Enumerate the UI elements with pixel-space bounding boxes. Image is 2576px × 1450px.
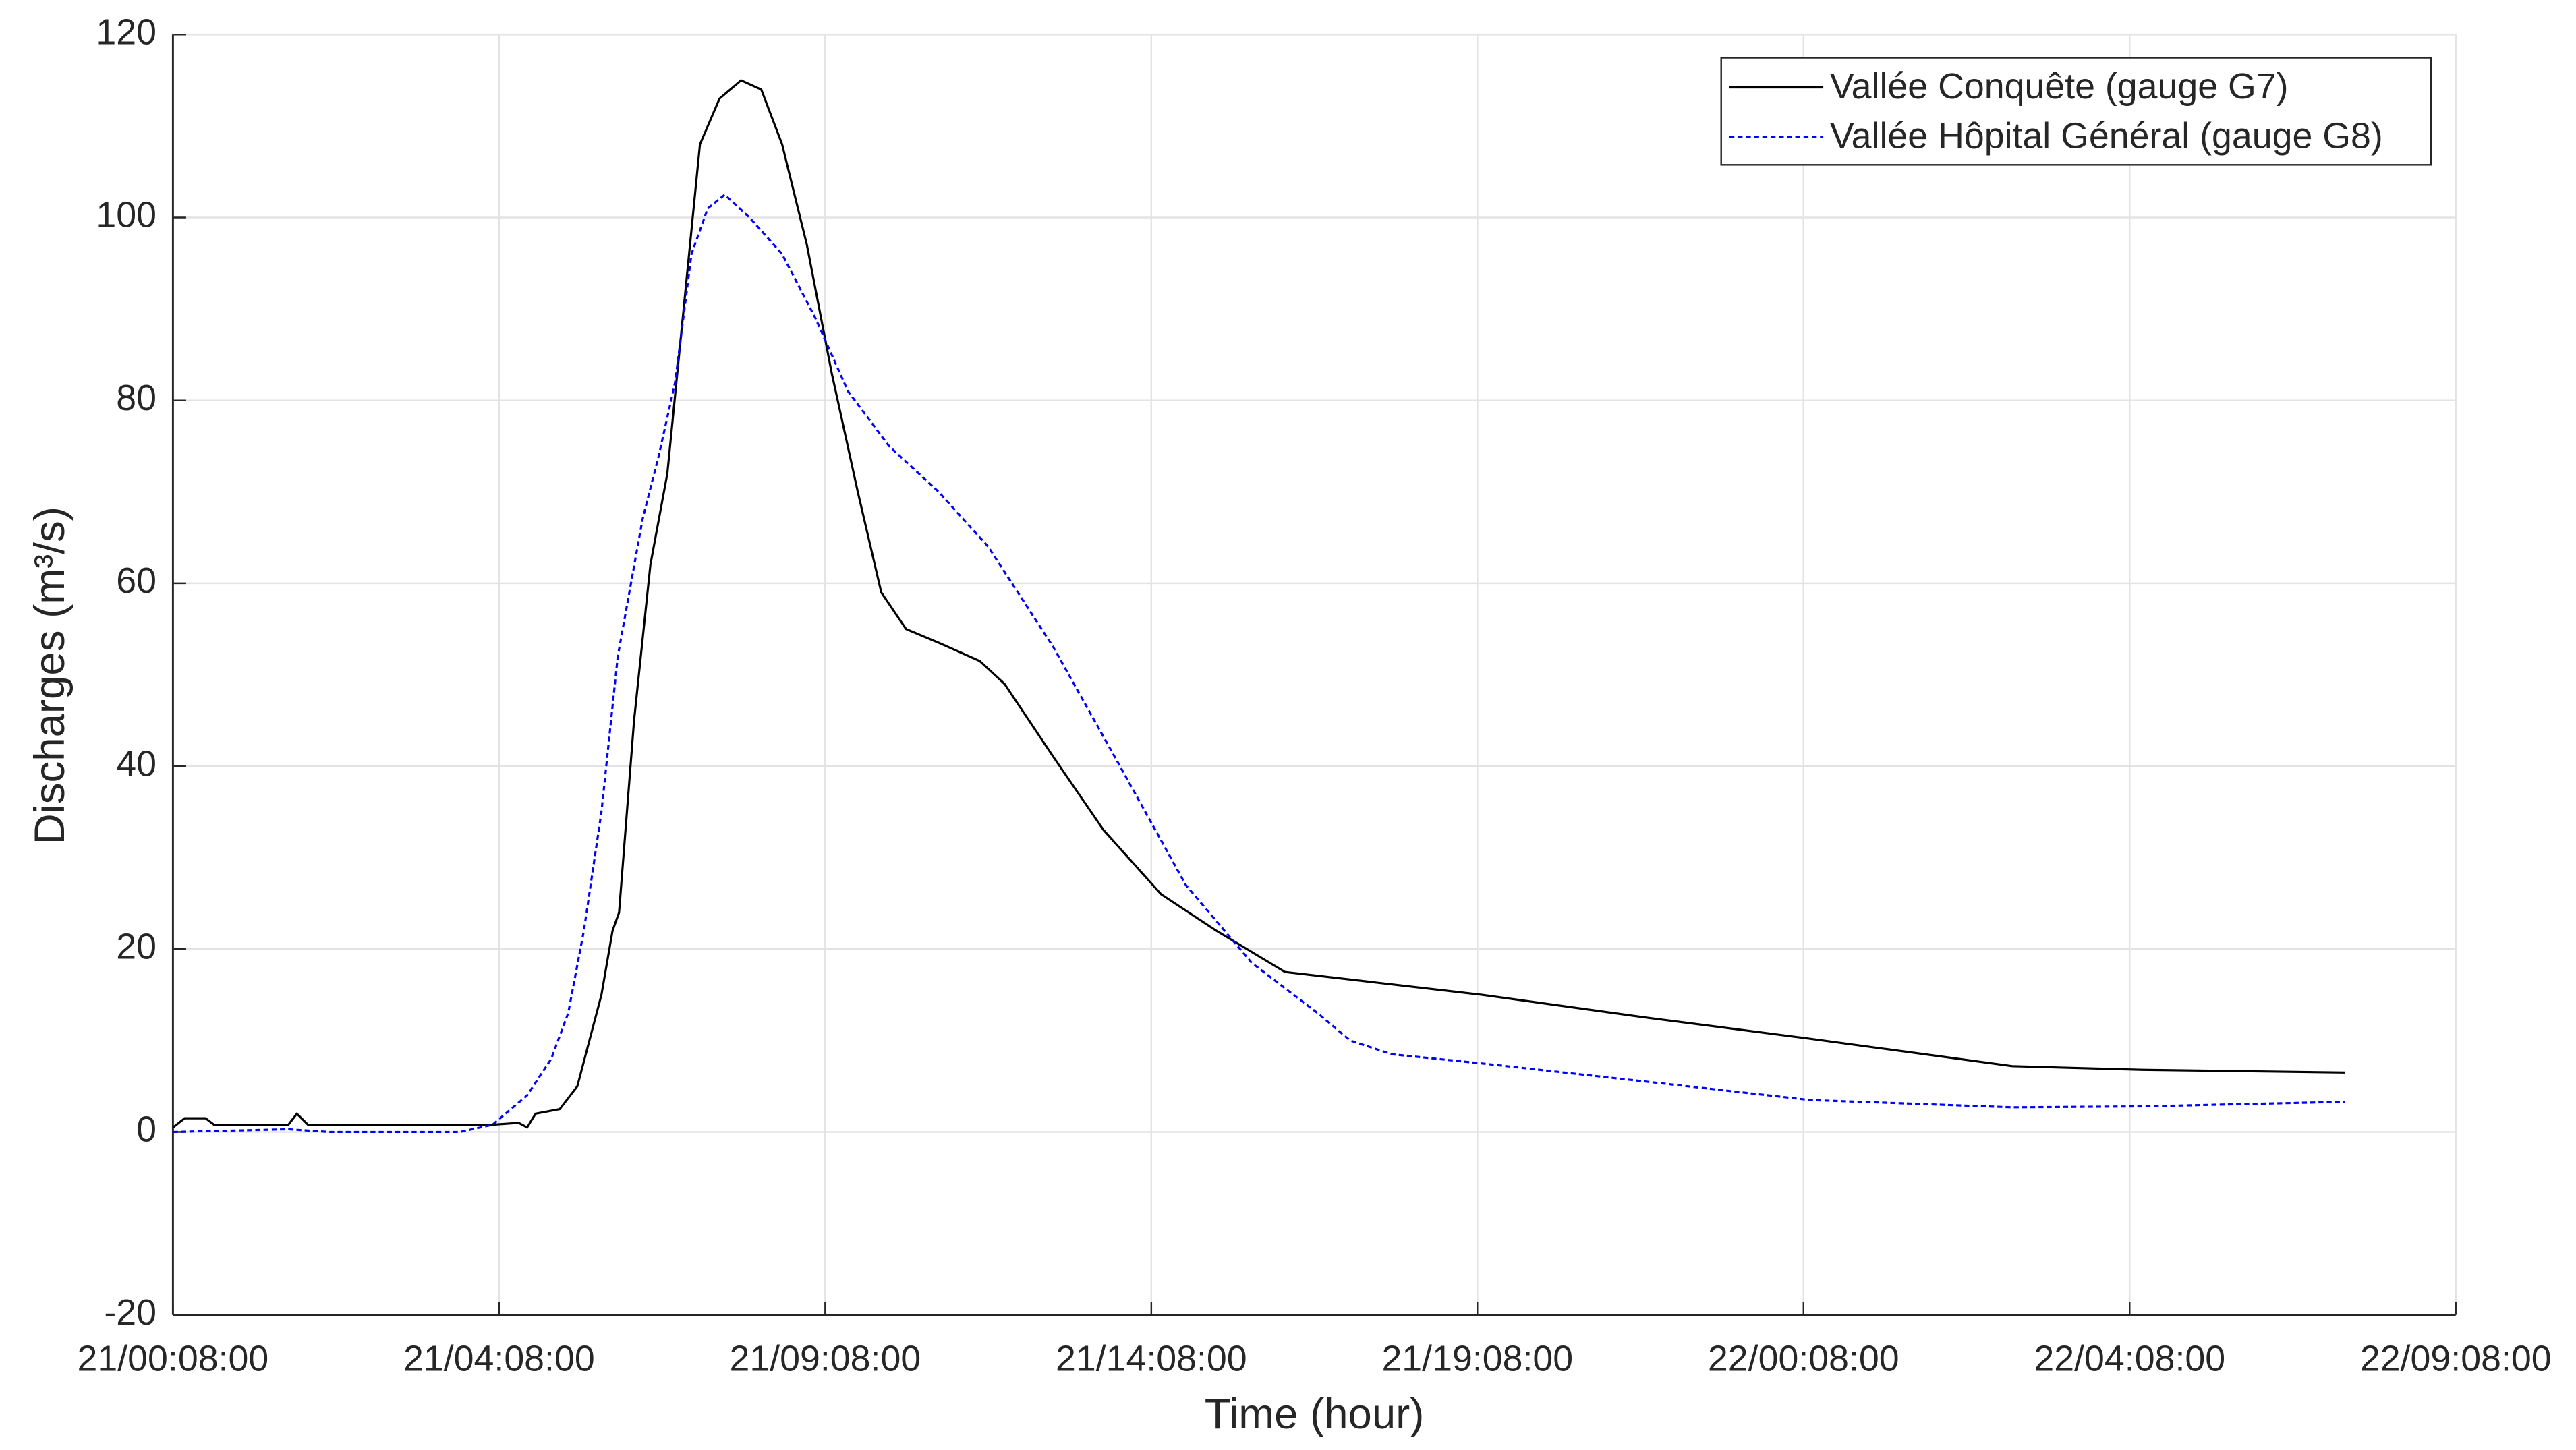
- y-tick-label: -20: [104, 1292, 156, 1333]
- x-tick-label: 21/19:08:00: [1381, 1338, 1573, 1379]
- x-tick-label: 22/04:08:00: [2034, 1338, 2225, 1379]
- y-tick-label: 20: [116, 926, 156, 966]
- x-tick-label: 21/09:08:00: [729, 1338, 921, 1379]
- x-tick-label: 21/00:08:00: [78, 1338, 269, 1379]
- legend-box: [1720, 57, 2432, 166]
- x-tick-label: 22/09:08:00: [2360, 1338, 2552, 1379]
- y-tick-label: 40: [116, 743, 156, 784]
- y-axis-label: Discharges (m³/s): [26, 506, 74, 844]
- x-axis-label: Time (hour): [1205, 1391, 1425, 1438]
- y-tick-label: 100: [96, 195, 156, 235]
- x-tick-label: 21/04:08:00: [403, 1338, 595, 1379]
- legend-label: Vallée Conquête (gauge G7): [1830, 66, 2289, 107]
- legend: Vallée Conquête (gauge G7) Vallée Hôpital…: [1720, 57, 2432, 166]
- data-line: [172, 79, 2345, 1129]
- data-line: [173, 193, 2345, 1134]
- y-tick-label: 60: [116, 560, 156, 601]
- x-tick-label: 22/00:08:00: [1708, 1338, 1899, 1379]
- y-tick-label: 120: [96, 11, 156, 52]
- y-tick-label: 80: [116, 378, 156, 418]
- y-tick-label: 0: [136, 1109, 156, 1150]
- x-tick-label: 21/14:08:00: [1056, 1338, 1247, 1379]
- legend-label: Vallée Hôpital Général (gauge G8): [1830, 115, 2383, 156]
